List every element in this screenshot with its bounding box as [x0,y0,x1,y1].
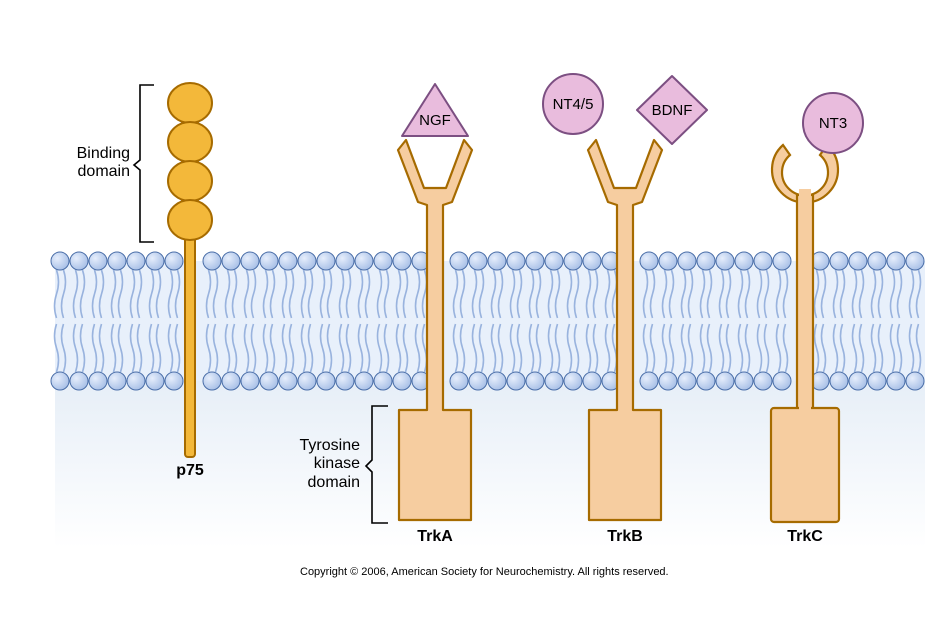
trkA-label: TrkA [412,528,458,546]
trkC-label: TrkC [782,528,828,546]
nt3-label: NT3 [819,115,847,132]
binding-domain-label: Binding domain [50,145,130,182]
copyright-text: Copyright © 2006, American Society for N… [300,566,669,578]
ngf-label: NGF [419,112,451,129]
binding-bracket [134,85,154,242]
tyrosine-kinase-label: Tyrosine kinase domain [270,437,360,492]
bdnf-label: BDNF [652,102,693,119]
diagram-svg: NGF NT4/5 BDNF NT3 [0,0,945,617]
p75-label: p75 [170,462,210,480]
nt45-label: NT4/5 [553,96,594,113]
trkB-label: TrkB [602,528,648,546]
